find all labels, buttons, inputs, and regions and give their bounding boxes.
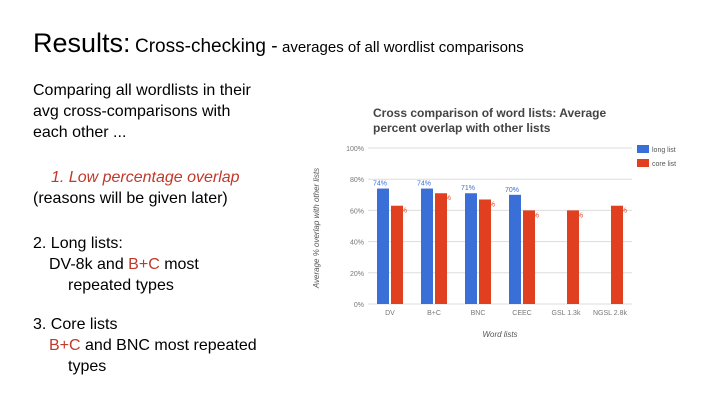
y-tick-label: 60% [350,208,364,215]
data-label: 63% [613,208,627,215]
point-2: 2. Long lists: DV-8k and B+C most repeat… [33,233,323,296]
bar-long-list [377,188,389,304]
data-label: 60% [569,212,583,219]
point-1-text: Low percentage overlap [68,169,240,186]
title-main: Results: [33,28,131,58]
x-axis-label: Word lists [482,330,517,339]
chart-title-line1: Cross comparison of word lists: Average [373,106,607,120]
point-2-highlight: B+C [128,256,160,273]
bar-core-list [611,205,623,304]
x-tick-label: GSL 1.3k [552,310,581,317]
intro-text: Comparing all wordlists in their avg cro… [33,80,323,143]
point-1: 1. Low percentage overlap (reasons will … [33,167,323,209]
data-label: 63% [393,208,407,215]
bar-long-list [509,194,521,304]
point-3-highlight: B+C [49,337,81,354]
x-tick-label: CEEC [512,310,531,317]
intro-line: avg cross-comparisons with [33,103,231,120]
point-3-text-c: types [68,358,107,375]
point-2-text-b: most [164,256,199,273]
bar-core-list [391,205,403,304]
point-1-note: (reasons will be given later) [33,190,228,207]
x-tick-label: NGSL 2.8k [593,310,627,317]
x-tick-label: DV [385,310,395,317]
slide-title: Results: Cross-checking - averages of al… [33,28,524,59]
data-label: 67% [481,201,495,208]
chart-title: Cross comparison of word lists: Average … [373,106,653,136]
x-tick-label: B+C [427,310,441,317]
intro-line: each other ... [33,124,127,141]
data-label: 74% [417,181,431,188]
y-tick-label: 0% [354,302,364,309]
point-3-text-b: and BNC most repeated [85,337,257,354]
point-2-heading: 2. Long lists: [33,235,123,252]
legend-label: long list [652,147,676,154]
bar-long-list [421,188,433,304]
data-label: 70% [505,187,519,194]
y-tick-label: 40% [350,240,364,247]
title-sub: Cross-checking - [135,36,278,57]
legend-label: core list [652,161,676,168]
y-tick-label: 100% [346,146,364,153]
bar-core-list [567,210,579,304]
x-tick-label: BNC [471,310,486,317]
bar-core-list [479,199,491,304]
intro-line: Comparing all wordlists in their [33,82,251,99]
legend-swatch [637,159,649,167]
point-3: 3. Core lists B+C and BNC most repeated … [33,314,323,377]
bar-long-list [465,193,477,304]
point-2-text-c: repeated types [68,277,174,294]
legend-swatch [637,145,649,153]
point-2-text-a: DV-8k and [49,256,124,273]
data-label: 60% [525,212,539,219]
bar-core-list [523,210,535,304]
data-label: 71% [437,195,451,202]
y-tick-label: 80% [350,177,364,184]
bar-core-list [435,193,447,304]
title-tail: averages of all wordlist comparisons [282,39,524,56]
y-tick-label: 20% [350,271,364,278]
chart-title-line2: percent overlap with other lists [373,121,551,135]
point-1-number: 1. [51,169,65,186]
data-label: 71% [461,185,475,192]
point-3-heading: 3. Core lists [33,316,118,333]
data-label: 74% [373,181,387,188]
